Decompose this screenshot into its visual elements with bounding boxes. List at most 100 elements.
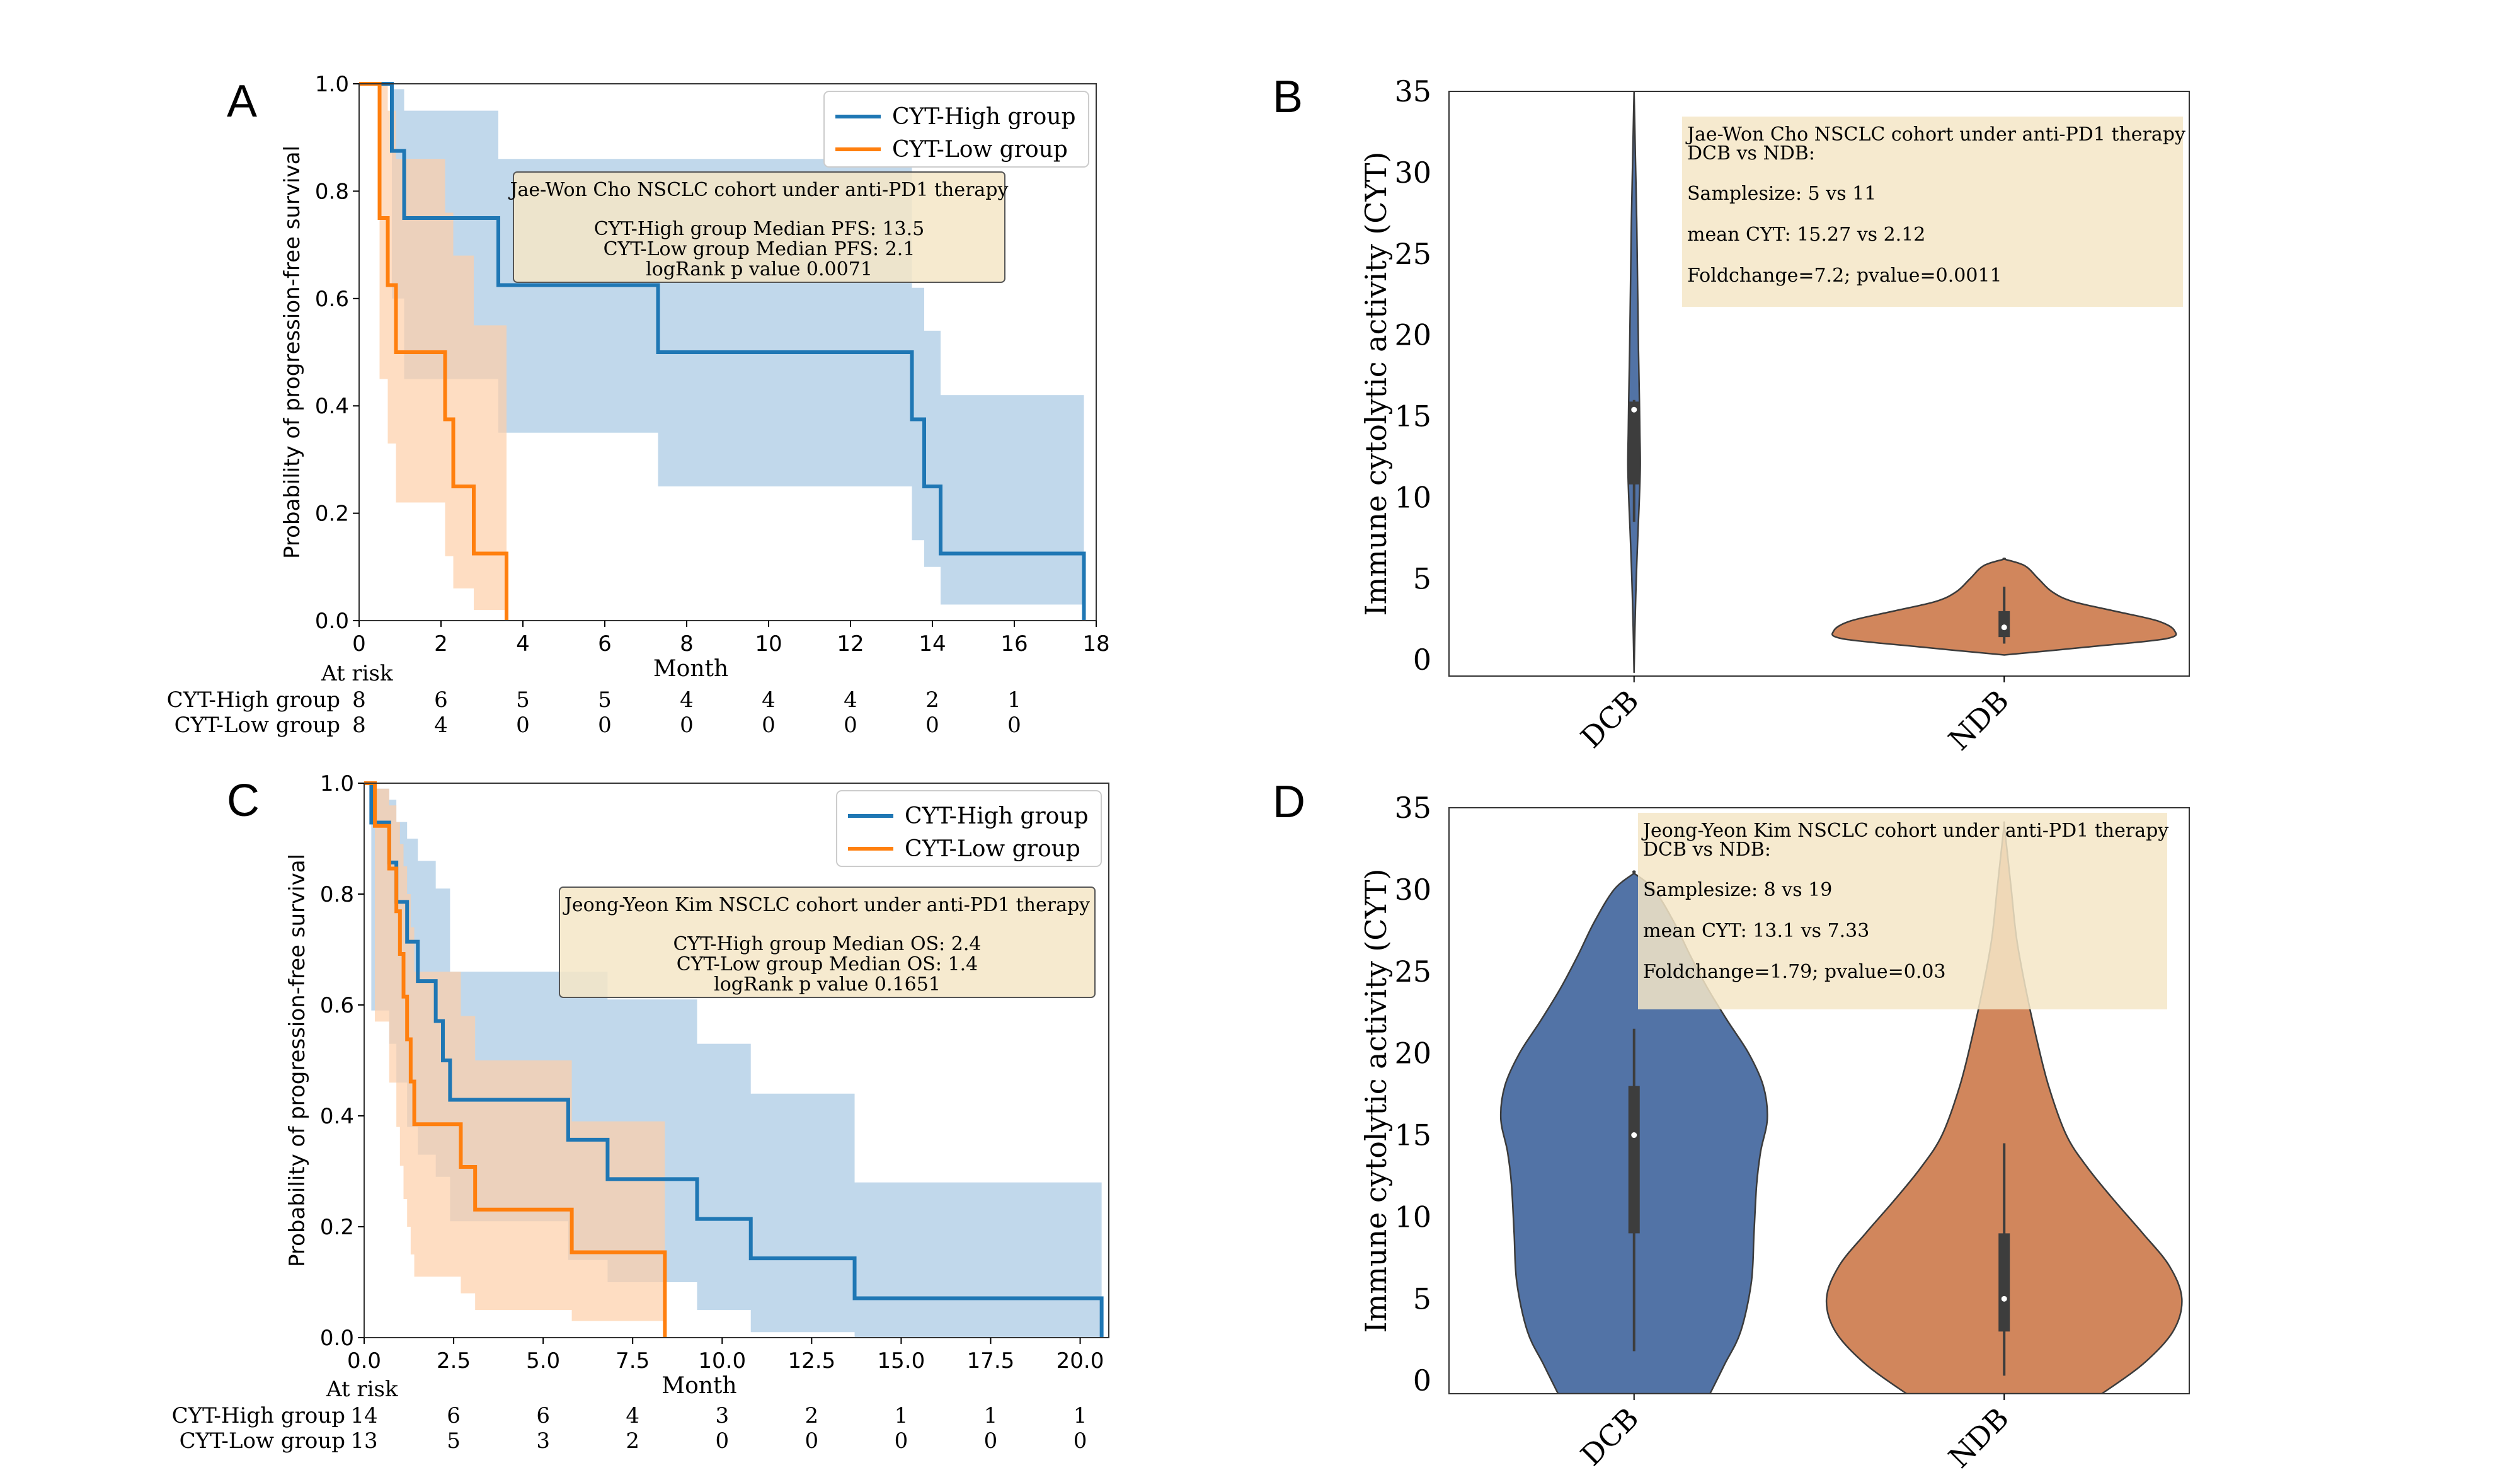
at-risk-value: 0 xyxy=(805,1428,819,1454)
y-tick-label: 0.0 xyxy=(320,1326,354,1351)
panel-letter: D xyxy=(1273,777,1305,827)
x-tick-label: DCB xyxy=(1574,684,1645,755)
annotation-mean: mean CYT: 13.1 vs 7.33 xyxy=(1643,920,1869,942)
at-risk-value: 4 xyxy=(762,687,776,713)
x-tick-label: 2.5 xyxy=(437,1348,471,1374)
median-dot-ndb xyxy=(2001,1295,2007,1302)
x-tick-label: 20.0 xyxy=(1057,1348,1104,1374)
y-tick-label: 30 xyxy=(1394,156,1431,190)
annotation: Jeong-Yeon Kim NSCLC cohort under anti-P… xyxy=(559,887,1096,998)
annotation-pvalue: logRank p value 0.1651 xyxy=(714,973,941,996)
panel-letter: B xyxy=(1273,72,1303,122)
y-tick-label: 0.4 xyxy=(320,1104,354,1129)
iqr-box-ndb xyxy=(1998,1233,2010,1332)
x-tick-label: 15.0 xyxy=(878,1348,925,1374)
panel-C: 0.00.20.40.60.81.00.0 2.5 5.0 7.5 10.0 12.5 15… xyxy=(172,771,1109,1454)
x-tick-label: 14 xyxy=(919,631,946,657)
annotation-comparison: DCB vs NDB: xyxy=(1687,142,1815,164)
at-risk-value: 0 xyxy=(680,713,694,738)
at-risk-value: 0 xyxy=(598,713,612,738)
y-tick-label: 20 xyxy=(1394,318,1431,352)
annotation-samplesize: Samplesize: 8 vs 19 xyxy=(1643,879,1832,901)
at-risk-value: 0 xyxy=(984,1428,998,1454)
at-risk-value: 2 xyxy=(805,1403,819,1428)
at-risk-value: 1 xyxy=(1074,1403,1087,1428)
panel-B: 0 5 10 15 20 25 30 35 DCB NDB Immune cytolytic act… xyxy=(1359,74,2190,757)
y-tick-label: 1.0 xyxy=(315,72,349,97)
at-risk-value: 5 xyxy=(516,687,530,713)
at-risk-value: 1 xyxy=(895,1403,908,1428)
at-risk-value: 6 xyxy=(536,1403,550,1428)
median-dot-dcb xyxy=(1631,1132,1637,1139)
legend: CYT-High group CYT-Low group xyxy=(823,91,1089,168)
at-risk-value: 2 xyxy=(925,687,939,713)
y-tick-label: 25 xyxy=(1394,955,1431,989)
panel-A: 0.00.20.40.60.81.00 2 4 6 8 10 12 14 16 18MonthPr… xyxy=(167,72,1110,738)
at-risk-value: 4 xyxy=(680,687,694,713)
x-tick-label: 2 xyxy=(434,631,448,657)
y-tick-label: 0.4 xyxy=(315,394,349,419)
at-risk-row-label: CYT-High group xyxy=(167,687,340,713)
median-dot-dcb xyxy=(1631,406,1637,413)
y-tick-label: 0.8 xyxy=(320,882,354,907)
survival-line-high xyxy=(359,82,1086,621)
y-tick-label: 15 xyxy=(1394,1118,1431,1152)
x-tick-label: 0.0 xyxy=(347,1348,381,1374)
annotation-title: Jae-Won Cho NSCLC cohort under anti-PD1 … xyxy=(508,179,1009,201)
y-tick-label: 0.0 xyxy=(315,609,349,634)
x-axis-label: Month xyxy=(662,1373,736,1399)
legend-label: CYT-Low group xyxy=(905,836,1080,862)
annotation-pvalue: logRank p value 0.0071 xyxy=(646,258,873,280)
x-tick-label: 10 xyxy=(755,631,782,657)
legend-label: CYT-Low group xyxy=(892,137,1068,163)
at-risk-value: 6 xyxy=(434,687,448,713)
x-tick-label: 8 xyxy=(680,631,694,657)
x-tick-label: 12.5 xyxy=(788,1348,835,1374)
at-risk-value: 0 xyxy=(844,713,857,738)
annotation-low-median: CYT-Low group Median OS: 1.4 xyxy=(677,953,978,975)
y-tick-label: 5 xyxy=(1413,561,1431,595)
at-risk-value: 13 xyxy=(350,1428,377,1454)
annotation-foldchange: Foldchange=7.2; pvalue=0.0011 xyxy=(1687,265,2002,287)
x-tick-label: DCB xyxy=(1574,1401,1645,1472)
legend-box xyxy=(836,790,1102,867)
y-axis-label: Probability of progression-free survival xyxy=(285,854,310,1267)
at-risk-row-label: CYT-Low group xyxy=(180,1428,345,1454)
y-tick-label: 35 xyxy=(1394,74,1431,108)
x-axis-label: Month xyxy=(653,656,728,682)
at-risk-title: At risk xyxy=(321,661,393,686)
at-risk-value: 0 xyxy=(1074,1428,1087,1454)
x-tick-label: 0 xyxy=(352,631,366,657)
at-risk-value: 0 xyxy=(1007,713,1021,738)
y-tick-label: 35 xyxy=(1394,791,1431,825)
y-axis-label: Immune cytolytic activity (CYT) xyxy=(1359,868,1393,1333)
at-risk-title: At risk xyxy=(326,1377,398,1402)
median-dot-ndb xyxy=(2001,624,2007,631)
annotation-box xyxy=(559,887,1096,998)
violins xyxy=(1627,91,2177,673)
annotation-high-median: CYT-High group Median OS: 2.4 xyxy=(673,933,981,955)
x-tick-label: 6 xyxy=(598,631,612,657)
x-tick-label: NDB xyxy=(1942,684,2015,757)
violin-dcb xyxy=(1627,91,1641,673)
at-risk-value: 2 xyxy=(626,1428,639,1454)
at-risk-value: 3 xyxy=(536,1428,550,1454)
at-risk-value: 8 xyxy=(352,713,366,738)
y-tick-label: 25 xyxy=(1394,237,1431,271)
iqr-box-dcb xyxy=(1628,401,1640,485)
annotation-samplesize: Samplesize: 5 vs 11 xyxy=(1687,183,1876,205)
iqr-box-dcb xyxy=(1628,1086,1640,1234)
plot-frame xyxy=(364,783,1109,1338)
at-risk-value: 1 xyxy=(984,1403,998,1428)
y-axis-label: Immune cytolytic activity (CYT) xyxy=(1359,151,1393,616)
y-tick-label: 20 xyxy=(1394,1036,1431,1070)
at-risk-row-label: CYT-Low group xyxy=(175,713,340,738)
ci-band-low xyxy=(364,783,665,1338)
legend: CYT-High group CYT-Low group xyxy=(836,790,1102,867)
at-risk-value: 4 xyxy=(844,687,857,713)
y-tick-label: 0 xyxy=(1413,643,1431,677)
at-risk-value: 4 xyxy=(434,713,448,738)
y-tick-label: 0.2 xyxy=(320,1215,354,1240)
annotation: Jeong-Yeon Kim NSCLC cohort under anti-P… xyxy=(1638,813,2168,1009)
